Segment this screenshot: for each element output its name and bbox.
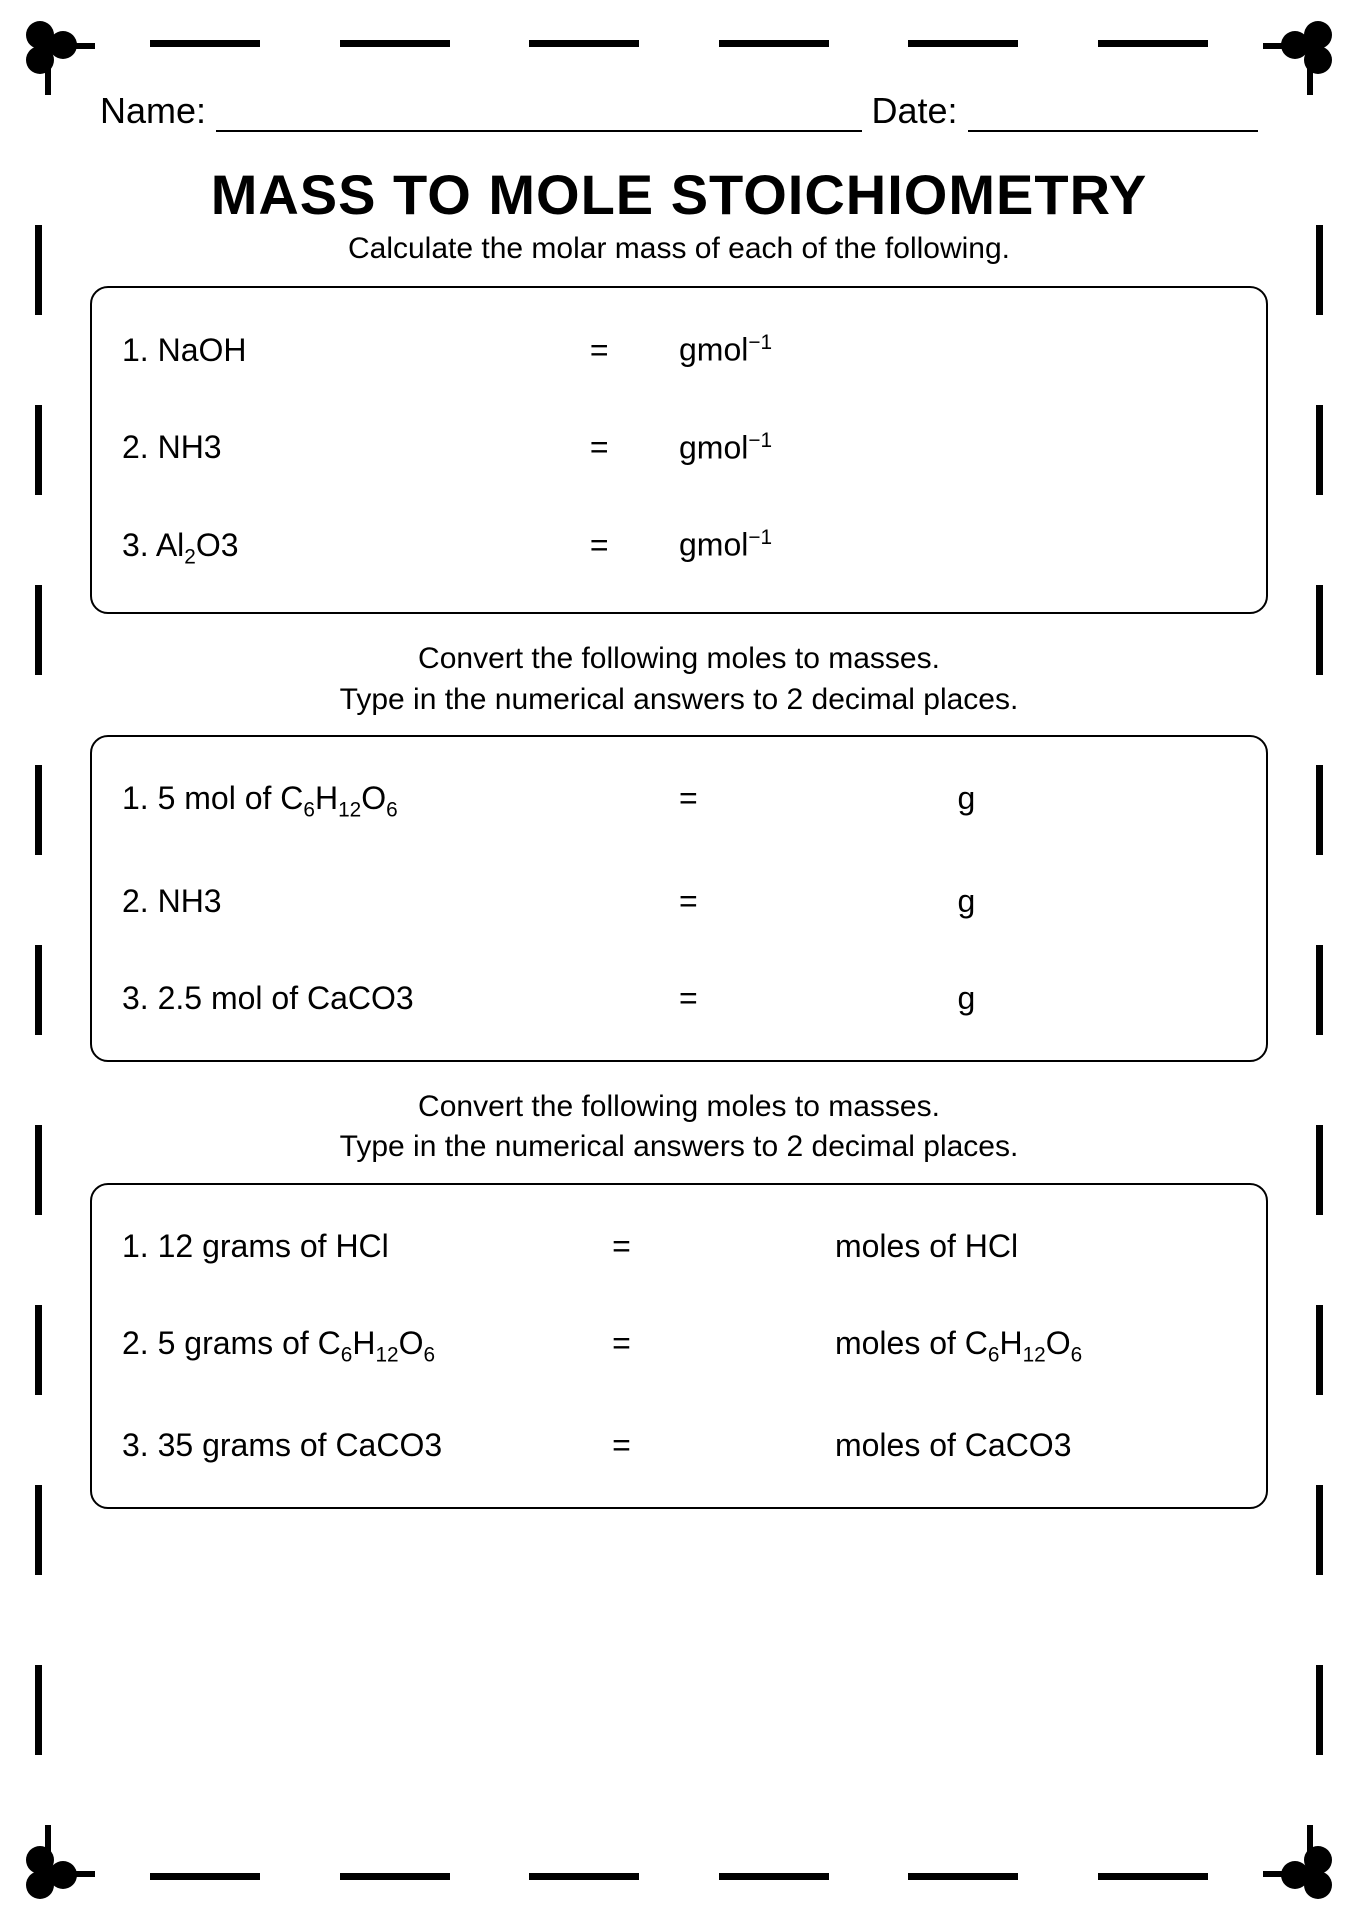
question-label: 1. 5 mol of C6H12O6 xyxy=(122,780,679,822)
section2-row: 3. 2.5 mol of CaCO3 = g xyxy=(122,980,1236,1017)
date-label: Date: xyxy=(872,90,958,132)
content-area: Name: Date: MASS TO MOLE STOICHIOMETRY C… xyxy=(90,90,1268,1830)
section2-row: 2. NH3 = g xyxy=(122,883,1236,920)
answer-unit[interactable]: g xyxy=(958,780,1237,817)
border-dash-right xyxy=(1316,180,1323,1800)
corner-ornament-icon xyxy=(1263,1825,1343,1905)
section3-row: 3. 35 grams of CaCO3 = moles of CaCO3 xyxy=(122,1427,1236,1464)
question-label: 3. 2.5 mol of CaCO3 xyxy=(122,980,679,1017)
question-label: 2. 5 grams of C6H12O6 xyxy=(122,1325,612,1367)
answer-unit[interactable]: gmol−1 xyxy=(679,331,1236,369)
question-label: 3. 35 grams of CaCO3 xyxy=(122,1427,612,1464)
corner-ornament-icon xyxy=(1263,15,1343,95)
border-dash-top xyxy=(150,40,1208,47)
border-dash-left xyxy=(35,180,42,1800)
equals-sign: = xyxy=(612,1427,835,1464)
answer-unit[interactable]: moles of C6H12O6 xyxy=(835,1325,1236,1367)
answer-unit[interactable]: g xyxy=(958,883,1237,920)
answer-unit[interactable]: moles of CaCO3 xyxy=(835,1427,1236,1464)
corner-ornament-icon xyxy=(15,1825,95,1905)
section1-box: 1. NaOH = gmol−1 2. NH3 = gmol−1 3. Al2O… xyxy=(90,286,1268,614)
question-label: 1. 12 grams of HCl xyxy=(122,1228,612,1265)
name-label: Name: xyxy=(100,90,206,132)
equals-sign: = xyxy=(679,780,958,817)
question-label: 2. NH3 xyxy=(122,429,590,466)
border-dash-bottom xyxy=(150,1873,1208,1880)
answer-unit[interactable]: moles of HCl xyxy=(835,1228,1236,1265)
date-input-line[interactable] xyxy=(968,96,1258,132)
name-input-line[interactable] xyxy=(216,96,861,132)
equals-sign: = xyxy=(590,429,679,466)
section1-instruction: Calculate the molar mass of each of the … xyxy=(90,232,1268,266)
equals-sign: = xyxy=(679,883,958,920)
corner-ornament-icon xyxy=(15,15,95,95)
name-date-row: Name: Date: xyxy=(90,90,1268,132)
section2-box: 1. 5 mol of C6H12O6 = g 2. NH3 = g 3. 2.… xyxy=(90,735,1268,1061)
answer-unit[interactable]: g xyxy=(958,980,1237,1017)
section3-instruction: Convert the following moles to masses. T… xyxy=(90,1087,1268,1168)
equals-sign: = xyxy=(590,332,679,369)
section2-instruction: Convert the following moles to masses. T… xyxy=(90,639,1268,720)
page-title: MASS TO MOLE STOICHIOMETRY xyxy=(90,162,1268,227)
equals-sign: = xyxy=(612,1228,835,1265)
section2-row: 1. 5 mol of C6H12O6 = g xyxy=(122,780,1236,822)
section3-row: 2. 5 grams of C6H12O6 = moles of C6H12O6 xyxy=(122,1325,1236,1367)
equals-sign: = xyxy=(612,1325,835,1362)
question-label: 1. NaOH xyxy=(122,332,590,369)
worksheet-page: Name: Date: MASS TO MOLE STOICHIOMETRY C… xyxy=(0,0,1358,1920)
equals-sign: = xyxy=(590,527,679,564)
question-label: 3. Al2O3 xyxy=(122,527,590,569)
section1-row: 1. NaOH = gmol−1 xyxy=(122,331,1236,369)
answer-unit[interactable]: gmol−1 xyxy=(679,526,1236,564)
equals-sign: = xyxy=(679,980,958,1017)
section1-row: 2. NH3 = gmol−1 xyxy=(122,429,1236,467)
section3-box: 1. 12 grams of HCl = moles of HCl 2. 5 g… xyxy=(90,1183,1268,1509)
answer-unit[interactable]: gmol−1 xyxy=(679,429,1236,467)
section1-row: 3. Al2O3 = gmol−1 xyxy=(122,526,1236,569)
section3-row: 1. 12 grams of HCl = moles of HCl xyxy=(122,1228,1236,1265)
question-label: 2. NH3 xyxy=(122,883,679,920)
